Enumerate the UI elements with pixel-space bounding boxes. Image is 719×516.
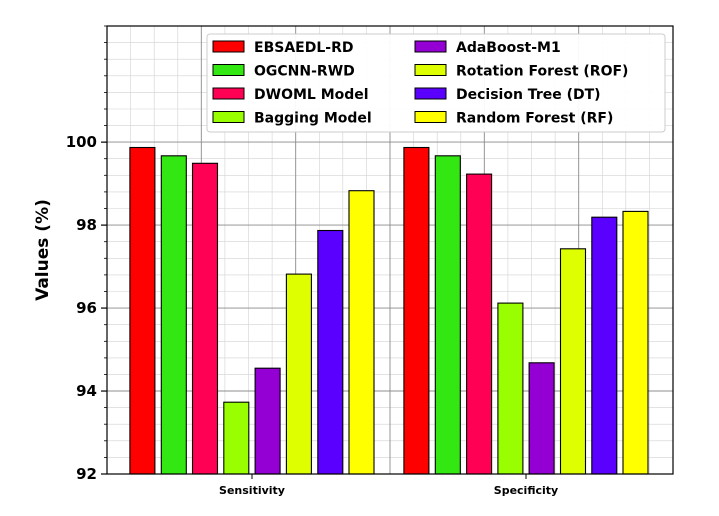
legend-swatch bbox=[212, 40, 245, 53]
y-tick-label: 92 bbox=[76, 465, 97, 483]
plot-frame bbox=[106, 25, 674, 475]
bar bbox=[317, 229, 344, 475]
bar bbox=[129, 146, 156, 475]
legend-label: EBSAEDL-RD bbox=[254, 40, 353, 56]
legend-label: OGCNN-RWD bbox=[254, 64, 355, 80]
bar bbox=[528, 362, 555, 475]
y-ticks: 92 94 96 98 100 bbox=[66, 25, 107, 483]
bar bbox=[497, 302, 524, 475]
legend-label: Decision Tree (DT) bbox=[456, 87, 601, 103]
y-tick-label: 96 bbox=[76, 299, 97, 317]
bar bbox=[223, 401, 250, 475]
bar bbox=[160, 155, 187, 475]
legend-swatch bbox=[212, 64, 245, 76]
x-tick-labels: Sensitivity Specificity bbox=[219, 474, 558, 497]
legend-label: Rotation Forest (ROF) bbox=[456, 64, 628, 80]
bar bbox=[191, 162, 219, 475]
bar bbox=[591, 216, 618, 475]
bar bbox=[434, 155, 461, 475]
legend-swatch bbox=[414, 64, 447, 76]
legend-swatch bbox=[212, 111, 245, 123]
bars bbox=[129, 146, 649, 475]
legend-swatch bbox=[212, 87, 245, 100]
x-tick-label: Specificity bbox=[494, 484, 558, 497]
bar bbox=[348, 190, 375, 475]
x-tick-label: Sensitivity bbox=[219, 484, 285, 497]
bar bbox=[254, 367, 281, 475]
bar bbox=[466, 173, 493, 475]
legend-box bbox=[206, 33, 666, 133]
legend-swatch bbox=[414, 111, 447, 123]
legend-swatch bbox=[414, 87, 447, 100]
bar bbox=[403, 146, 430, 475]
legend-label: Bagging Model bbox=[254, 111, 372, 127]
y-tick-label: 94 bbox=[76, 382, 97, 400]
legend-label: AdaBoost-M1 bbox=[456, 40, 561, 56]
legend-label: Random Forest (RF) bbox=[456, 111, 613, 127]
y-axis-label: Values (%) bbox=[33, 199, 53, 301]
bar bbox=[285, 273, 312, 475]
legend-label: DWOML Model bbox=[254, 87, 369, 103]
bar bbox=[559, 248, 587, 475]
bar bbox=[622, 210, 649, 475]
legend: EBSAEDL-RD OGCNN-RWD DWOML Model Bagging Mo… bbox=[206, 33, 666, 133]
y-tick-label: 98 bbox=[76, 216, 97, 234]
legend-swatch bbox=[414, 40, 447, 53]
y-tick-label: 100 bbox=[66, 133, 97, 151]
